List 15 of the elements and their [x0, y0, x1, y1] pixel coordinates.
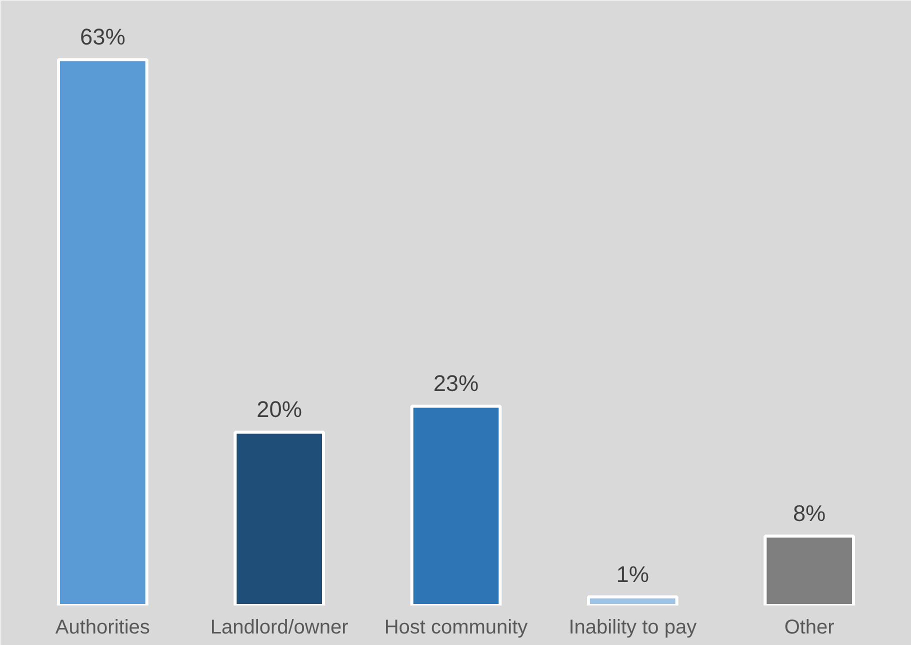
x-tick-label: Inability to pay	[568, 616, 697, 638]
bar	[587, 595, 678, 606]
bar	[234, 430, 325, 606]
data-label: 20%	[256, 396, 302, 422]
data-label: 8%	[792, 500, 826, 526]
bar	[57, 58, 148, 606]
bar	[410, 404, 502, 606]
x-tick-label: Other	[784, 616, 835, 638]
x-tick-label: Authorities	[55, 616, 150, 638]
data-label: 23%	[433, 370, 479, 396]
bar	[764, 534, 855, 606]
data-label: 1%	[616, 560, 650, 587]
x-tick-label: Landlord/owner	[210, 616, 349, 638]
x-tick-label: Host community	[384, 616, 528, 638]
data-label: 63%	[80, 24, 126, 50]
